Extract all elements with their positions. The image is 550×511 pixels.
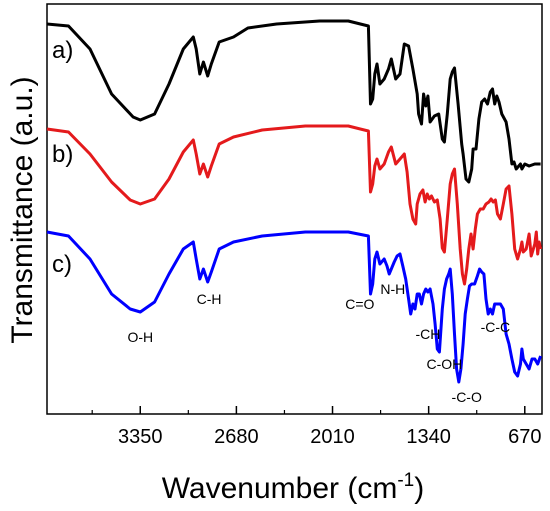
series-line-2 [46, 124, 543, 286]
peak-annotation-8: -C-C [481, 319, 511, 335]
peak-annotation-7: -C-O [452, 389, 482, 405]
plot-frame [46, 3, 543, 415]
peak-annotation-1: O-H [127, 329, 153, 345]
peak-annotation-6: C-OH [427, 356, 463, 372]
series-line-3 [46, 230, 543, 384]
series-tag-layer: a) b) c) [52, 37, 73, 278]
annotation-layer: O-H C-H C=O N-H -CH C-OH -C-O -C-C [127, 281, 510, 405]
peak-annotation-5: -CH [415, 326, 440, 342]
x-tick-label-3: 2010 [310, 426, 355, 448]
x-tick-label-2: 2680 [214, 426, 259, 448]
peak-annotation-4: N-H [380, 281, 405, 297]
series-label-2: b) [52, 141, 73, 168]
x-axis-title: Wavenumber (cm-1) [162, 470, 425, 505]
peak-annotation-3: C=O [345, 296, 374, 312]
y-axis-title: Transmittance (a.u.) [6, 76, 39, 343]
x-axis: 3350 2680 2010 1340 670 [91, 406, 541, 448]
x-tick-label-5: 670 [508, 426, 541, 448]
series-label-1: a) [52, 37, 73, 64]
series-label-3: c) [52, 251, 72, 278]
x-tick-label-4: 1340 [406, 426, 451, 448]
x-tick-label-1: 3350 [118, 426, 163, 448]
series-line-1 [46, 19, 541, 184]
series-layer [46, 19, 543, 384]
peak-annotation-2: C-H [197, 291, 222, 307]
